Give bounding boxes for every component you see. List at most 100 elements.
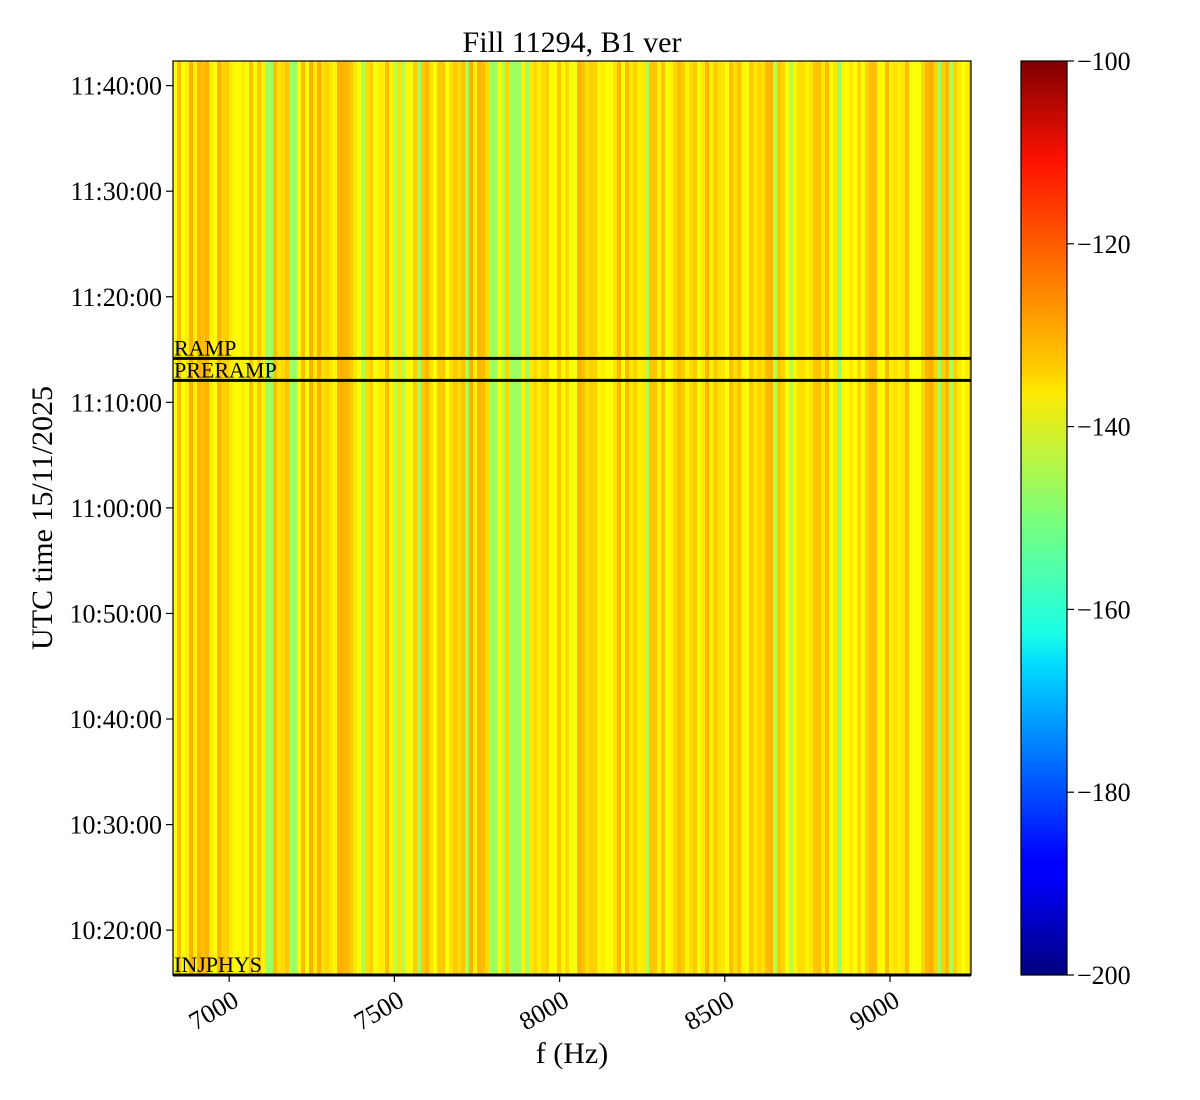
heatmap-column (381, 61, 386, 975)
heatmap-column (229, 61, 234, 975)
heatmap-column (673, 61, 678, 975)
heatmap-column (425, 61, 430, 975)
heatmap-column (361, 61, 366, 975)
heatmap-column (225, 61, 230, 975)
heatmap-column (805, 61, 810, 975)
heatmap-column (853, 61, 858, 975)
heatmap-column (173, 61, 178, 975)
heatmap-column (929, 61, 934, 975)
heatmap-column (693, 61, 698, 975)
heatmap-column (441, 61, 446, 975)
heatmap-column (609, 61, 614, 975)
heatmap-column (509, 61, 514, 975)
heatmap-column (861, 61, 866, 975)
heatmap-column (717, 61, 722, 975)
heatmap-column (585, 61, 590, 975)
heatmap-column (889, 61, 894, 975)
heatmap-column (869, 61, 874, 975)
heatmap-column (533, 61, 538, 975)
heatmap-column (333, 61, 338, 975)
heatmap-column (181, 61, 186, 975)
heatmap-column (265, 61, 270, 975)
heatmap-column (933, 61, 938, 975)
heatmap-column (285, 61, 290, 975)
heatmap-column (597, 61, 602, 975)
heatmap-column (785, 61, 790, 975)
heatmap-column (789, 61, 794, 975)
heatmap-column (845, 61, 850, 975)
heatmap-column (965, 61, 970, 975)
heatmap-column (253, 61, 258, 975)
y-tick-label: 11:00:00 (71, 494, 162, 523)
heatmap-column (825, 61, 830, 975)
heatmap-column (221, 61, 226, 975)
heatmap-column (781, 61, 786, 975)
heatmap-column (389, 61, 394, 975)
heatmap-column (309, 61, 314, 975)
heatmap-column (833, 61, 838, 975)
heatmap-column (469, 61, 474, 975)
x-axis: 7000 7500 8000 8500 9000 (184, 975, 904, 1036)
heatmap-column (625, 61, 630, 975)
heatmap-column (937, 61, 942, 975)
heatmap-column (197, 61, 202, 975)
heatmap-column (217, 61, 222, 975)
heatmap-column (497, 61, 502, 975)
heatmap-column (245, 61, 250, 975)
heatmap-column (705, 61, 710, 975)
heatmap (173, 61, 971, 975)
heatmap-column (313, 61, 318, 975)
heatmap-column (949, 61, 954, 975)
heatmap-column (557, 61, 562, 975)
heatmap-column (921, 61, 926, 975)
colorbar-tick-label: −180 (1077, 778, 1131, 807)
heatmap-column (489, 61, 494, 975)
heatmap-column (553, 61, 558, 975)
heatmap-column (637, 61, 642, 975)
heatmap-column (545, 61, 550, 975)
heatmap-column (573, 61, 578, 975)
heatmap-column (433, 61, 438, 975)
heatmap-column (513, 61, 518, 975)
heatmap-column (913, 61, 918, 975)
heatmap-column (857, 61, 862, 975)
heatmap-column (369, 61, 374, 975)
heatmap-column (645, 61, 650, 975)
heatmap-column (297, 61, 302, 975)
heatmap-column (909, 61, 914, 975)
heatmap-column (729, 61, 734, 975)
heatmap-column (397, 61, 402, 975)
heatmap-column (809, 61, 814, 975)
heatmap-column (357, 61, 362, 975)
y-axis-label: UTC time 15/11/2025 (26, 386, 59, 650)
heatmap-column (177, 61, 182, 975)
heatmap-column (321, 61, 326, 975)
heatmap-column (421, 61, 426, 975)
heatmap-column (373, 61, 378, 975)
heatmap-column (917, 61, 922, 975)
x-tick-label: 8500 (679, 985, 739, 1036)
heatmap-column (829, 61, 834, 975)
heatmap-column (453, 61, 458, 975)
heatmap-column (193, 61, 198, 975)
heatmap-column (437, 61, 442, 975)
heatmap-column (205, 61, 210, 975)
heatmap-column (793, 61, 798, 975)
heatmap-column (765, 61, 770, 975)
heatmap-column (277, 61, 282, 975)
heatmap-column (725, 61, 730, 975)
heatmap-column (873, 61, 878, 975)
heatmap-column (749, 61, 754, 975)
heatmap-column (241, 61, 246, 975)
colorbar-tick-label: −160 (1077, 595, 1131, 624)
heatmap-column (325, 61, 330, 975)
heatmap-column (465, 61, 470, 975)
heatmap-column (737, 61, 742, 975)
heatmap-column (249, 61, 254, 975)
heatmap-column (305, 61, 310, 975)
heatmap-column (329, 61, 334, 975)
heatmap-column (185, 61, 190, 975)
heatmap-column (413, 61, 418, 975)
y-tick-label: 10:50:00 (70, 599, 162, 628)
heatmap-column (209, 61, 214, 975)
